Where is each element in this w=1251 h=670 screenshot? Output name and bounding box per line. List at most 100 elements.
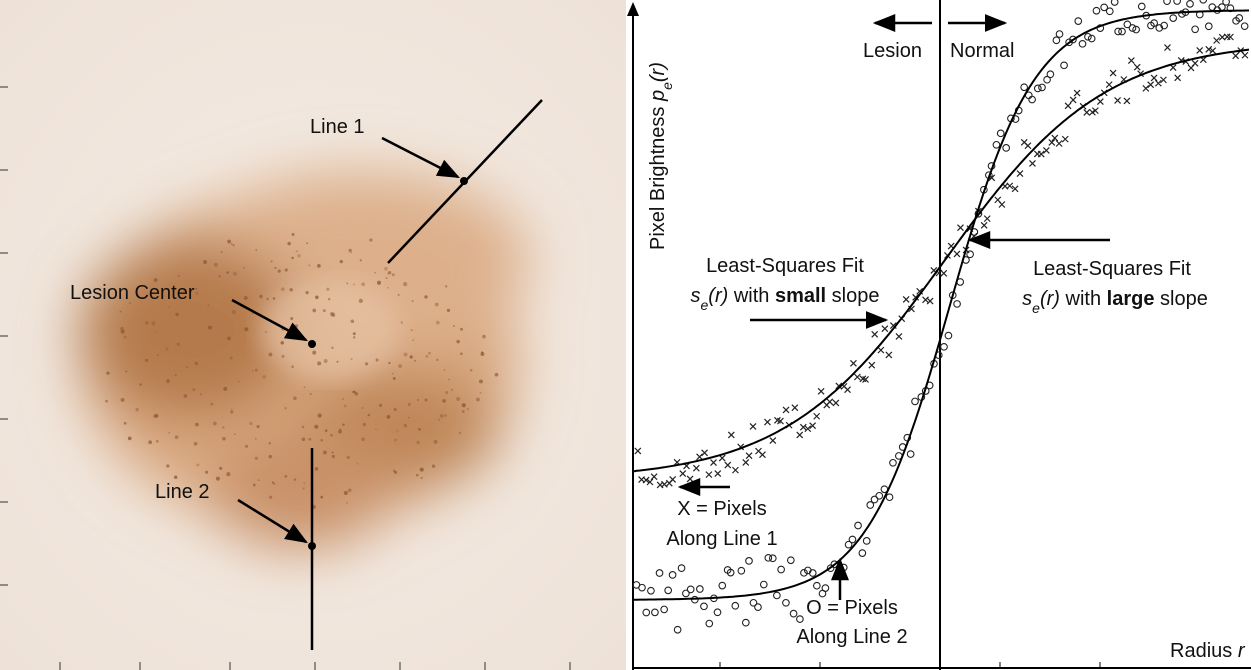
fit-curve xyxy=(634,9,1249,601)
o-point xyxy=(1002,144,1011,152)
o-point xyxy=(782,598,790,607)
pigment-dot xyxy=(223,386,228,391)
fit-curve xyxy=(633,48,1250,473)
o-point xyxy=(1199,0,1208,4)
pigment-dot xyxy=(361,437,365,441)
x-point xyxy=(850,359,857,367)
pigment-dot xyxy=(361,406,364,410)
pigment-dot xyxy=(195,422,199,427)
pigment-dot xyxy=(317,264,321,268)
pigment-dot xyxy=(407,416,410,419)
x-point xyxy=(912,293,920,301)
pigment-dot xyxy=(230,243,233,245)
pigment-dot xyxy=(284,268,288,272)
pigment-dot xyxy=(257,479,260,482)
o-point xyxy=(1150,19,1158,27)
x-point xyxy=(871,330,879,338)
pigment-dot xyxy=(425,354,429,358)
o-point xyxy=(1055,30,1064,38)
pigment-dot xyxy=(123,335,127,339)
pigment-dot xyxy=(270,260,273,263)
x-point xyxy=(1142,84,1150,92)
pigment-dot xyxy=(268,454,273,459)
o-point xyxy=(1114,27,1122,36)
pigment-dot xyxy=(280,341,284,345)
pigment-dot xyxy=(303,482,306,485)
pigment-dot xyxy=(403,352,408,357)
pigment-dot xyxy=(120,397,125,402)
x-point xyxy=(895,332,903,340)
x-point xyxy=(669,476,677,483)
pigment-dot xyxy=(183,290,185,292)
pigment-dot xyxy=(220,251,223,254)
pigment-dot xyxy=(268,441,272,445)
pigment-dot xyxy=(199,393,202,396)
o-point xyxy=(773,591,781,600)
pigment-dot xyxy=(317,361,322,366)
o-point xyxy=(1235,14,1244,22)
pigment-dot xyxy=(388,361,391,365)
o-point xyxy=(1123,20,1132,29)
x-point xyxy=(1232,52,1240,60)
pigment-dot xyxy=(367,413,371,417)
x-point xyxy=(1164,44,1171,51)
pigment-dot xyxy=(135,408,139,412)
o-point xyxy=(682,589,690,598)
region-label: Normal xyxy=(950,40,1014,62)
pigment-dot xyxy=(195,287,198,290)
o-point xyxy=(731,601,740,610)
pigment-dot xyxy=(409,355,413,359)
pigment-dot xyxy=(375,428,377,431)
pigment-dot xyxy=(348,248,352,253)
pigment-dot xyxy=(342,423,345,426)
pigment-dot xyxy=(478,379,483,384)
o-point xyxy=(764,553,773,562)
pigment-dot xyxy=(461,410,465,413)
o-point xyxy=(911,397,919,406)
pigment-dot xyxy=(342,398,344,400)
x-point xyxy=(710,459,717,466)
x-point xyxy=(1096,98,1104,106)
x-point xyxy=(705,471,713,479)
x-point xyxy=(646,478,654,486)
o-point xyxy=(1222,0,1230,6)
pigment-dot xyxy=(294,324,299,328)
pigment-dot xyxy=(284,407,287,410)
pigment-dot xyxy=(331,454,336,459)
fit-title: Least-Squares Fit xyxy=(706,255,864,277)
pigment-dot xyxy=(482,334,486,339)
x-point xyxy=(634,447,642,455)
x-point xyxy=(902,295,910,303)
pigment-dot xyxy=(448,378,450,381)
x-point xyxy=(1042,147,1050,154)
pigment-dot xyxy=(215,476,220,481)
pigment-dot xyxy=(252,483,256,487)
x-point xyxy=(650,473,658,481)
o-point xyxy=(754,603,762,612)
pigment-dot xyxy=(322,309,326,313)
pigment-dot xyxy=(119,310,122,313)
pigment-dot xyxy=(391,273,395,277)
pigment-dot xyxy=(324,429,328,432)
pigment-dot xyxy=(393,407,397,412)
pigment-dot xyxy=(243,266,245,269)
pigment-dot xyxy=(274,266,277,270)
pigment-dot xyxy=(301,437,306,442)
pigment-dot xyxy=(289,288,293,292)
o-point xyxy=(1137,2,1146,11)
pigment-dot xyxy=(277,269,281,273)
pigment-dot xyxy=(346,455,350,460)
pigment-dot xyxy=(459,327,464,331)
pigment-dot xyxy=(435,320,440,325)
pigment-dot xyxy=(165,347,169,351)
pigment-dot xyxy=(255,249,258,251)
pigment-dot xyxy=(291,256,294,260)
pigment-dot xyxy=(106,371,110,375)
o-point xyxy=(660,605,669,614)
pigment-dot xyxy=(420,477,423,479)
pigment-dot xyxy=(439,413,444,418)
pigment-dot xyxy=(392,377,396,380)
pigment-dot xyxy=(331,346,334,349)
pigment-dot xyxy=(256,424,260,429)
x-point xyxy=(791,404,799,412)
